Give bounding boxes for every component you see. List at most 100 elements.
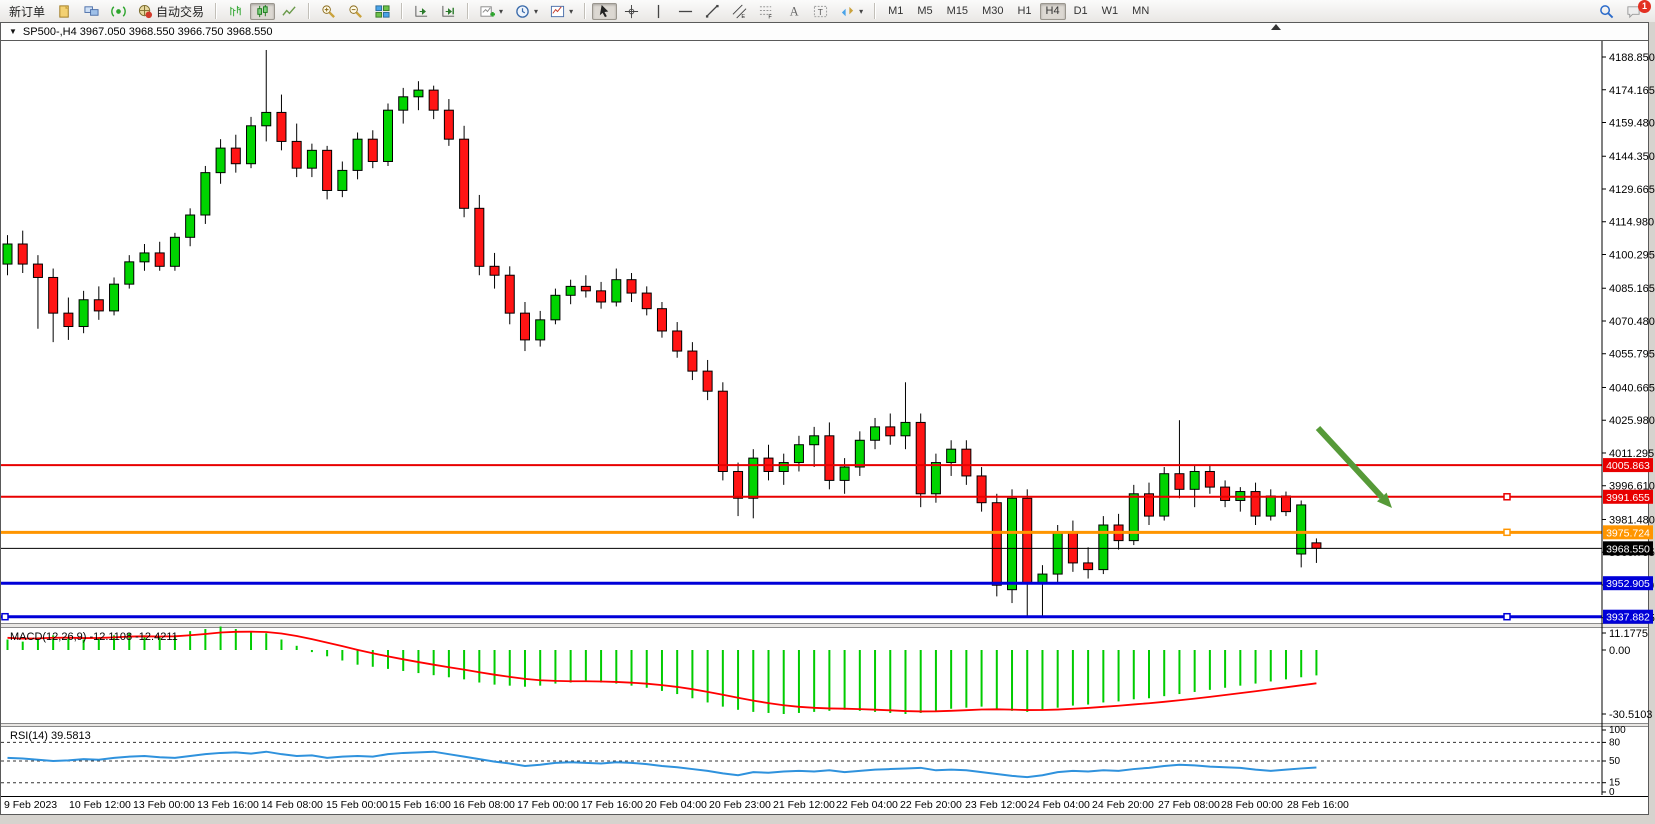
timeframe-m1-button[interactable]: M1 (888, 5, 904, 17)
auto-scroll-button[interactable] (409, 3, 434, 20)
data-window-icon-button[interactable] (52, 3, 77, 20)
new-order-button[interactable]: 新订单 (4, 3, 50, 20)
fibonacci-button[interactable]: F (754, 3, 779, 20)
timeframe-w1-button[interactable]: W1 (1101, 5, 1119, 17)
notifications-button[interactable]: 1 (1621, 0, 1651, 20)
toolbar-separator (401, 3, 404, 19)
window-edge (1649, 22, 1655, 824)
period-dropdown[interactable]: ▾ (510, 3, 543, 20)
price-chart-pane[interactable] (1, 42, 1648, 623)
time-axis[interactable] (1, 796, 1648, 814)
trend-icon (705, 4, 720, 19)
globe-icon (138, 4, 153, 19)
toolbar-group (219, 0, 306, 22)
zoomin-icon (321, 4, 336, 19)
text-button[interactable]: A (781, 3, 806, 20)
shapes-dropdown-caret-icon[interactable]: ▾ (859, 6, 864, 16)
timeframe-m30-button[interactable]: M30 (982, 5, 1004, 17)
line-chart-button[interactable] (277, 3, 302, 20)
vertical-line-button[interactable] (646, 3, 671, 20)
rsi-pane[interactable] (1, 727, 1648, 796)
rsi-indicator-label: RSI(14) 39.5813 (10, 730, 91, 742)
horizontal-line-button[interactable] (673, 3, 698, 20)
hline-icon (678, 4, 693, 19)
toolbar-group: ▾ ▾ ▾ (471, 0, 582, 22)
collapse-triangle-icon[interactable]: ▼ (9, 27, 17, 36)
toolbar-separator (467, 3, 470, 19)
label-button[interactable]: T (808, 3, 833, 20)
vline-icon (651, 4, 666, 19)
gold-doc-icon (57, 4, 72, 19)
channel-button[interactable]: E (727, 3, 752, 20)
bar-chart-button[interactable] (223, 3, 248, 20)
autotrade-button-label: 自动交易 (156, 4, 205, 19)
labelT-icon: T (813, 4, 828, 19)
svg-text:A: A (790, 4, 799, 18)
notification-badge[interactable]: 1 (1638, 0, 1651, 13)
pane-splitter[interactable] (1, 723, 1648, 727)
svg-text:T: T (818, 6, 823, 16)
screens-icon (84, 4, 99, 19)
period-dropdown-caret-icon[interactable]: ▾ (534, 6, 539, 16)
toolbar-group: E F A T ▾ (588, 0, 872, 22)
chartshift-icon (441, 4, 456, 19)
timeframe-d1-button[interactable]: D1 (1073, 5, 1088, 17)
chart-shift-button[interactable] (436, 3, 461, 20)
toolbar-group (312, 0, 399, 22)
cursor-icon (597, 4, 612, 19)
shapes-dropdown[interactable]: ▾ (835, 3, 868, 20)
search-icon (1599, 4, 1614, 19)
toolbar-separator (584, 3, 587, 19)
pane-splitter[interactable] (1, 623, 1648, 628)
navigator-icon-button[interactable] (106, 3, 131, 20)
main-toolbar: 新订单 自动交易 ▾ ▾ ▾ E F A T ▾ M1 M5 M15 M30 H1 H4 D1 W1 MN 1 (0, 0, 1655, 23)
timeframe-h4-button[interactable]: H4 (1039, 2, 1066, 20)
candles-icon (255, 4, 270, 19)
zoom-out-button[interactable] (343, 3, 368, 20)
trendline-button[interactable] (700, 3, 725, 20)
tile-windows-button[interactable] (370, 3, 395, 20)
pluschart-icon (480, 4, 496, 19)
autoscroll-icon (414, 4, 429, 19)
chart-titlebar[interactable]: ▼ SP500-,H4 3967.050 3968.550 3966.750 3… (1, 23, 1648, 41)
svg-text:E: E (741, 14, 745, 19)
cursor-button[interactable] (592, 2, 618, 20)
zoom-in-button[interactable] (316, 3, 341, 20)
chart-symbol-ohlc: SP500-,H4 3967.050 3968.550 3966.750 396… (22, 25, 273, 38)
macd-indicator-label: MACD(12,26,9) -12.1108 -12.4211 (10, 631, 178, 643)
crosshair-button[interactable] (619, 3, 644, 20)
shapes-icon (840, 4, 855, 19)
textA-icon: A (786, 4, 801, 19)
bars-icon (228, 4, 243, 19)
chart-window: ▼ SP500-,H4 3967.050 3968.550 3966.750 3… (0, 22, 1649, 815)
toolbar-separator (215, 3, 218, 19)
timeframe-m5-button[interactable]: M5 (917, 5, 933, 17)
autotrade-button[interactable]: 自动交易 (133, 3, 209, 20)
fibo-icon: F (759, 4, 774, 19)
timeframe-mn-button[interactable]: MN (1132, 5, 1150, 17)
template-dropdown-caret-icon[interactable]: ▾ (569, 6, 574, 16)
template-icon (550, 4, 565, 19)
search-button[interactable] (1594, 3, 1619, 20)
macd-pane[interactable] (1, 628, 1648, 723)
svg-text:F: F (768, 14, 772, 18)
zoomout-icon (348, 4, 363, 19)
channel-icon: E (732, 4, 747, 19)
clock-icon (515, 4, 530, 19)
linechart-icon (282, 4, 297, 19)
toolbar-group: 新订单 自动交易 (0, 0, 213, 22)
toolbar-group (405, 0, 465, 22)
candlestick-chart-button[interactable] (250, 2, 276, 20)
timeframe-h1-button[interactable]: H1 (1017, 5, 1032, 17)
new-chart-dropdown[interactable]: ▾ (475, 3, 508, 20)
signal-icon (111, 4, 126, 19)
market-watch-icon-button[interactable] (79, 3, 104, 20)
timeframe-m15-button[interactable]: M15 (946, 5, 969, 17)
window-edge (0, 815, 1655, 824)
toolbar-separator (308, 3, 311, 19)
tiles-icon (375, 4, 390, 19)
new-chart-dropdown-caret-icon[interactable]: ▾ (499, 6, 504, 16)
new-order-button-label: 新订单 (9, 4, 46, 19)
template-dropdown[interactable]: ▾ (545, 3, 578, 20)
